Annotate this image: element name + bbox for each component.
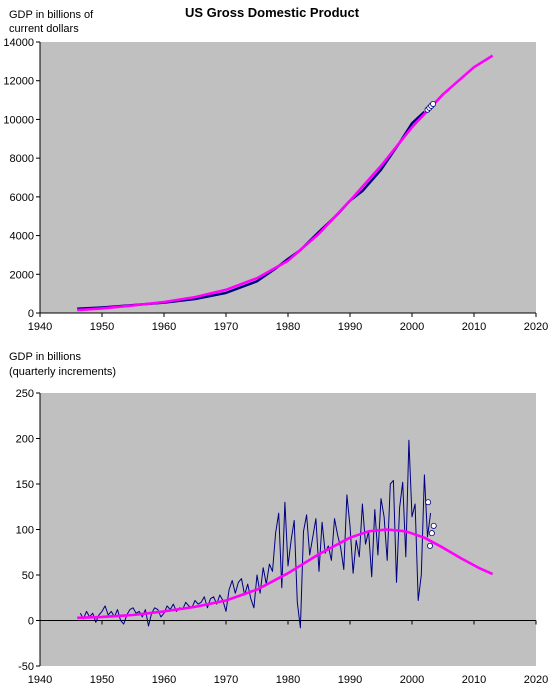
bottom-marker-point (428, 530, 435, 537)
bottom-plot-area (40, 393, 536, 666)
top-y-tick-label: 4000 (10, 231, 34, 243)
bottom-marker-point (426, 542, 433, 549)
bottom-x-tick-label: 1980 (276, 674, 300, 686)
bottom-marker-point (430, 522, 437, 529)
top-y-tick-label: 6000 (10, 192, 34, 204)
bottom-ylabel-line1: GDP in billions (9, 351, 81, 363)
top-y-tick-label: 2000 (10, 269, 34, 281)
bottom-x-tick-label: 1960 (152, 674, 176, 686)
bottom-x-tick-label: 2000 (400, 674, 424, 686)
bottom-x-tick-label: 1990 (338, 674, 362, 686)
bottom-y-tick-label: 100 (16, 525, 34, 537)
bottom-chart: GDP in billions (quarterly increments) -… (9, 351, 548, 686)
top-x-tick-label: 2020 (524, 321, 548, 333)
top-x-tick-label: 2010 (462, 321, 486, 333)
bottom-marker-point (425, 499, 432, 506)
top-plot-area (40, 42, 536, 313)
top-chart: GDP in billions of current dollars 0 2000… (3, 9, 548, 333)
chart-title: US Gross Domestic Product (185, 5, 360, 20)
bottom-y-tick-label: 200 (16, 434, 34, 446)
top-marker-point (430, 100, 437, 107)
bottom-x-tick-label: 1970 (214, 674, 238, 686)
top-y-tick-label: 8000 (10, 153, 34, 165)
top-y-tick-label: 12000 (3, 76, 34, 88)
bottom-x-tick-label: 1940 (28, 674, 52, 686)
bottom-y-tick-label: 150 (16, 479, 34, 491)
bottom-ylabel-line2: (quarterly increments) (9, 366, 116, 378)
bottom-series (77, 439, 494, 629)
top-ylabel-line1: GDP in billions of (9, 9, 94, 21)
bottom-y-tick-label: 0 (28, 616, 34, 628)
top-series (77, 54, 494, 312)
top-x-tick-label: 1950 (90, 321, 114, 333)
top-y-tick-label: 0 (28, 308, 34, 320)
top-x-tick-label: 1960 (152, 321, 176, 333)
top-x-tick-label: 1970 (214, 321, 238, 333)
top-axes: 0 2000 4000 6000 8000 10000 12000 14000 1940 1950… (3, 37, 548, 333)
bottom-y-tick-label: 50 (22, 570, 34, 582)
bottom-axes: -50 0 50 100 150 200 250 1940 1950 1960 1970 1980 19… (16, 388, 549, 686)
top-y-tick-label: 14000 (3, 37, 34, 49)
top-x-tick-label: 2000 (400, 321, 424, 333)
bottom-x-tick-label: 1950 (90, 674, 114, 686)
bottom-x-tick-label: 2020 (524, 674, 548, 686)
bottom-fit-line (77, 528, 494, 620)
top-x-tick-label: 1990 (338, 321, 362, 333)
bottom-y-tick-label: 250 (16, 388, 34, 400)
top-x-tick-label: 1980 (276, 321, 300, 333)
top-ylabel-line2: current dollars (9, 23, 79, 35)
top-y-tick-label: 10000 (3, 114, 34, 126)
top-x-tick-label: 1940 (28, 321, 52, 333)
bottom-x-tick-label: 2010 (462, 674, 486, 686)
bottom-y-tick-label: -50 (18, 661, 34, 673)
